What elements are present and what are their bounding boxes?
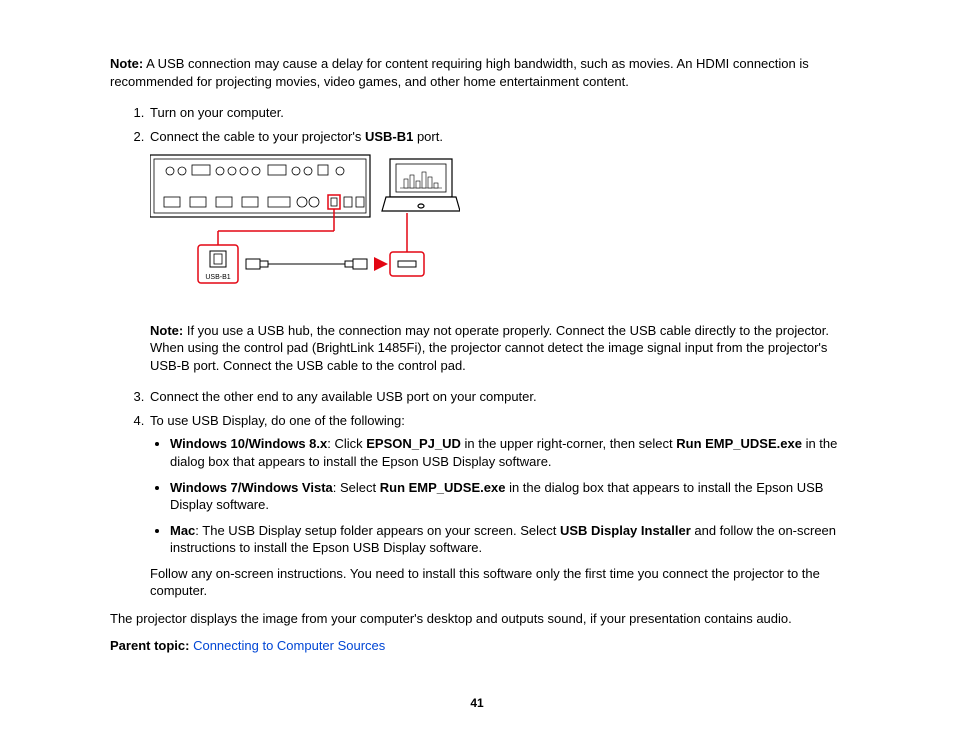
- note-text: A USB connection may cause a delay for c…: [110, 56, 809, 89]
- step-3: Connect the other end to any available U…: [148, 388, 844, 406]
- step-1: Turn on your computer.: [148, 104, 844, 122]
- parent-topic: Parent topic: Connecting to Computer Sou…: [110, 637, 844, 655]
- b1-os: Windows 10/Windows 8.x: [170, 436, 327, 451]
- connection-diagram: USB-B1: [150, 153, 844, 308]
- steps-list-2: Connect the other end to any available U…: [110, 388, 844, 599]
- parent-label: Parent topic:: [110, 638, 193, 653]
- b3-os: Mac: [170, 523, 195, 538]
- b3-cmd1: USB Display Installer: [560, 523, 691, 538]
- follow-instructions: Follow any on-screen instructions. You n…: [150, 565, 844, 600]
- note-usb-bandwidth: Note: A USB connection may cause a delay…: [110, 55, 844, 90]
- page-number: 41: [0, 696, 954, 710]
- b1-t1: : Click: [327, 436, 366, 451]
- b1-cmd2: Run EMP_UDSE.exe: [676, 436, 802, 451]
- bullet-win10: Windows 10/Windows 8.x: Click EPSON_PJ_U…: [170, 435, 844, 470]
- note-usb-hub: Note: If you use a USB hub, the connecti…: [150, 322, 844, 375]
- step-2-text-c: port.: [413, 129, 443, 144]
- bullet-win7: Windows 7/Windows Vista: Select Run EMP_…: [170, 479, 844, 514]
- result-text: The projector displays the image from yo…: [110, 610, 844, 628]
- b2-os: Windows 7/Windows Vista: [170, 480, 333, 495]
- step-1-text: Turn on your computer.: [150, 105, 284, 120]
- b3-t1: : The USB Display setup folder appears o…: [195, 523, 560, 538]
- b2-t1: : Select: [333, 480, 380, 495]
- step-2-text-a: Connect the cable to your projector's: [150, 129, 365, 144]
- steps-list-1: Turn on your computer. Connect the cable…: [110, 104, 844, 145]
- b1-cmd1: EPSON_PJ_UD: [366, 436, 461, 451]
- b1-t2: in the upper right-corner, then select: [461, 436, 676, 451]
- step-3-text: Connect the other end to any available U…: [150, 389, 537, 404]
- step-2-port: USB-B1: [365, 129, 413, 144]
- bullet-mac: Mac: The USB Display setup folder appear…: [170, 522, 844, 557]
- note2-label: Note:: [150, 323, 183, 338]
- note2-text: If you use a USB hub, the connection may…: [150, 323, 829, 373]
- b2-cmd1: Run EMP_UDSE.exe: [380, 480, 506, 495]
- page-content: Note: A USB connection may cause a delay…: [0, 0, 954, 655]
- step-4-text: To use USB Display, do one of the follow…: [150, 413, 405, 428]
- parent-link[interactable]: Connecting to Computer Sources: [193, 638, 385, 653]
- os-bullets: Windows 10/Windows 8.x: Click EPSON_PJ_U…: [150, 435, 844, 556]
- note-label: Note:: [110, 56, 143, 71]
- step-4: To use USB Display, do one of the follow…: [148, 412, 844, 600]
- step-2: Connect the cable to your projector's US…: [148, 128, 844, 146]
- diagram-usb-label: USB-B1: [205, 274, 230, 281]
